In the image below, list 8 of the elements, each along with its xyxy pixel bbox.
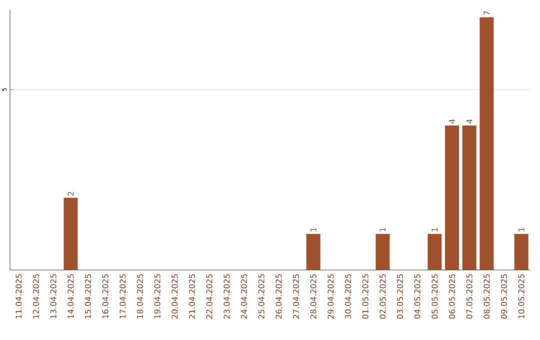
bar [514,234,528,270]
bar [376,234,390,270]
bar [462,126,476,270]
bar [306,234,320,270]
bar [480,17,494,270]
bar [428,234,442,270]
bar [64,198,78,270]
bar [445,126,460,270]
